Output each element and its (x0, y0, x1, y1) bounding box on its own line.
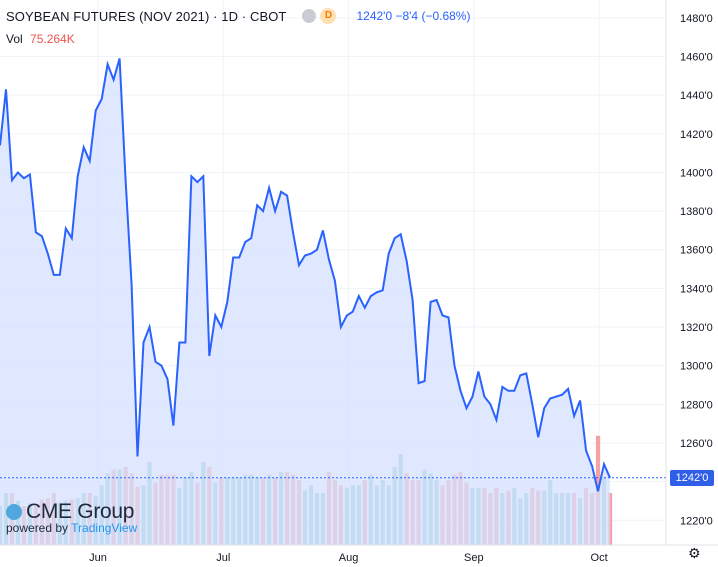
price-line (0, 58, 611, 492)
last-price-tag: 1242'0 (670, 469, 714, 486)
y-tick-label: 1260'0 (680, 438, 713, 450)
powered-by-text: powered by (6, 521, 69, 535)
y-axis: 1480'0 1460'0 1440'0 1420'0 1400'0 1380'0 1360… (680, 13, 713, 527)
y-tick-label: 1440'0 (680, 90, 713, 102)
status-dot-icon (302, 9, 317, 23)
y-tick-label: 1320'0 (680, 322, 713, 334)
globe-icon (6, 504, 22, 520)
x-tick-label: Sep (464, 552, 484, 564)
y-tick-label: 1280'0 (680, 399, 713, 411)
cme-logo: CME Group powered by TradingView (6, 500, 137, 535)
chart-header: SOYBEAN FUTURES (NOV 2021) · 1D · CBOT D… (6, 8, 470, 24)
powered-by: powered by TradingView (6, 521, 137, 535)
gear-icon[interactable]: ⚙ (688, 545, 701, 561)
last-price-change: 1242'0 −8'4 (−0.68%) (356, 9, 471, 23)
y-tick-label: 1460'0 (680, 52, 713, 64)
y-tick-label: 1300'0 (680, 361, 713, 373)
cme-name: CME Group (6, 500, 137, 524)
y-tick-label: 1340'0 (680, 283, 713, 295)
cme-logo-text: CME Group (26, 500, 135, 523)
y-tick-label: 1220'0 (680, 515, 713, 527)
y-tick-label: 1480'0 (680, 13, 713, 25)
y-tick-label: 1420'0 (680, 129, 713, 141)
volume-label: Vol (6, 32, 23, 46)
volume-legend: Vol 75.264K (6, 32, 75, 46)
volume-value: 75.264K (30, 32, 75, 46)
x-axis: Jun Jul Aug Sep Oct (89, 552, 608, 564)
x-tick-label: Jul (216, 552, 230, 564)
x-tick-label: Aug (339, 552, 359, 564)
x-tick-label: Jun (89, 552, 107, 564)
y-tick-label: 1360'0 (680, 245, 713, 257)
y-tick-label: 1380'0 (680, 206, 713, 218)
delay-badge: D (320, 8, 337, 24)
price-area (0, 58, 610, 546)
tradingview-brand: TradingView (71, 521, 138, 535)
chart-title: SOYBEAN FUTURES (NOV 2021) · 1D · CBOT (6, 8, 287, 24)
x-tick-label: Oct (591, 552, 608, 564)
y-tick-label: 1400'0 (680, 167, 713, 179)
